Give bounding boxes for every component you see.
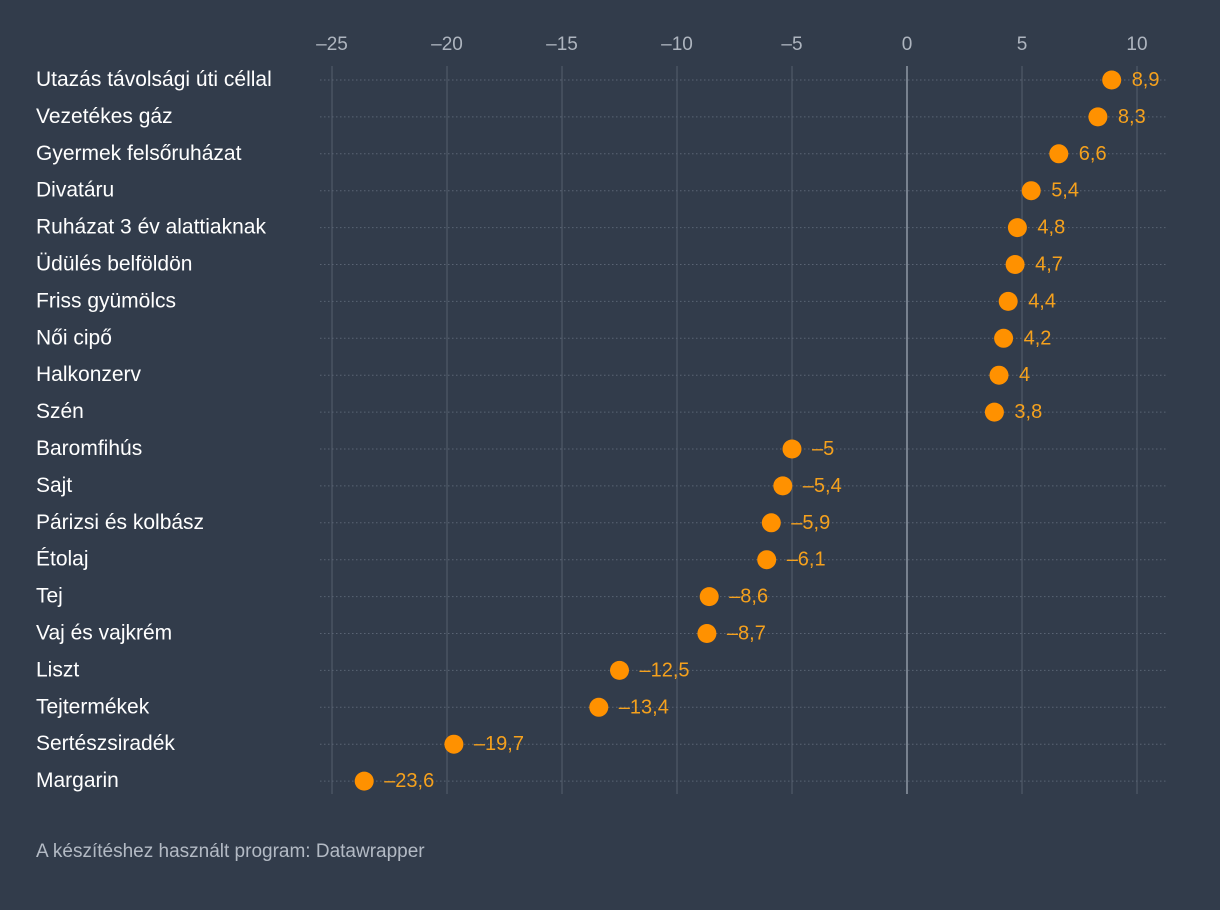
data-label: 4,2	[1024, 327, 1052, 349]
data-point	[354, 771, 374, 791]
category-label: Tej	[36, 585, 63, 608]
category-label: Halkonzerv	[36, 363, 142, 386]
data-point	[994, 328, 1014, 348]
data-point	[773, 476, 793, 496]
data-point	[782, 439, 802, 459]
data-point	[989, 365, 1009, 385]
data-label: 4,7	[1035, 254, 1063, 276]
credit-footer: A készítéshez használt program: Datawrap…	[36, 841, 425, 862]
category-label: Vezetékes gáz	[36, 105, 173, 128]
x-tick-label: –25	[316, 34, 348, 55]
category-label: Étolaj	[36, 548, 89, 571]
data-point	[589, 697, 609, 717]
category-label: Vaj és vajkrém	[36, 622, 172, 645]
data-label: 8,3	[1118, 106, 1146, 128]
category-label: Üdülés belföldön	[36, 253, 192, 276]
data-label: –13,4	[619, 696, 669, 718]
data-label: 8,9	[1132, 69, 1160, 91]
data-point	[984, 402, 1004, 422]
data-label: 4,4	[1028, 290, 1056, 312]
x-tick-label: 5	[1017, 34, 1028, 55]
category-label: Tejtermékek	[36, 695, 150, 718]
category-label: Utazás távolsági úti céllal	[36, 68, 272, 91]
x-tick-label: –20	[431, 34, 463, 55]
data-point	[998, 291, 1018, 311]
category-label: Gyermek felsőruházat	[36, 142, 242, 165]
category-label: Friss gyümölcs	[36, 289, 176, 312]
data-point	[444, 734, 464, 754]
category-label: Szén	[36, 400, 84, 423]
data-label: 6,6	[1079, 143, 1107, 165]
data-point	[1088, 107, 1108, 127]
category-label: Sertészsiradék	[36, 732, 175, 755]
data-label: –19,7	[474, 733, 524, 755]
data-label: –5	[812, 438, 834, 460]
x-tick-label: –10	[661, 34, 693, 55]
data-point	[761, 513, 781, 533]
data-label: –8,7	[727, 623, 766, 645]
data-label: 3,8	[1014, 401, 1042, 423]
data-point	[1049, 144, 1069, 164]
category-label: Sajt	[36, 474, 72, 497]
category-label: Liszt	[36, 658, 79, 681]
data-point	[697, 624, 717, 643]
data-label: –5,4	[803, 475, 842, 497]
data-point	[699, 587, 719, 607]
data-label: –6,1	[787, 549, 826, 571]
data-label: 4	[1019, 364, 1030, 386]
data-point	[1007, 218, 1027, 238]
x-tick-label: –5	[781, 34, 802, 55]
data-point	[610, 660, 629, 680]
category-label: Divatáru	[36, 179, 114, 202]
dot-plot: –25 –20 –15 –10 –5 0 5 10 Utazás távolsági úti c…	[36, 34, 1166, 794]
data-label: –5,9	[791, 512, 830, 534]
category-label: Ruházat 3 év alattiaknak	[36, 216, 266, 239]
data-point	[1021, 181, 1041, 201]
category-label: Női cipő	[36, 326, 112, 349]
category-label: Margarin	[36, 769, 119, 792]
category-label: Párizsi és kolbász	[36, 511, 204, 534]
category-label: Baromfihús	[36, 437, 142, 460]
data-label: 5,4	[1051, 180, 1079, 202]
data-point	[1102, 70, 1122, 90]
data-label: 4,8	[1037, 217, 1065, 239]
x-tick-label: 10	[1126, 34, 1147, 55]
data-label: –8,6	[729, 586, 768, 608]
data-point	[1005, 255, 1025, 274]
x-tick-label: 0	[902, 34, 913, 55]
data-label: –23,6	[384, 770, 434, 792]
data-label: –12,5	[640, 659, 690, 681]
data-point	[757, 550, 777, 570]
x-tick-label: –15	[546, 34, 578, 55]
